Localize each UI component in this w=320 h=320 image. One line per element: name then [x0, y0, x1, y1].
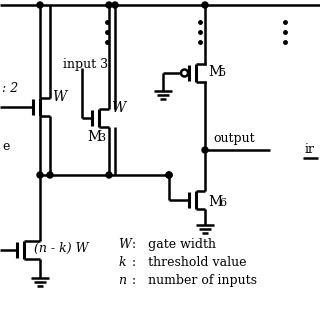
Text: M: M — [208, 65, 222, 79]
Text: output: output — [213, 132, 255, 145]
Text: :   gate width: : gate width — [128, 238, 216, 251]
Text: W: W — [52, 90, 66, 104]
Circle shape — [37, 172, 43, 178]
Text: W: W — [118, 238, 131, 251]
Circle shape — [47, 172, 53, 178]
Circle shape — [202, 2, 208, 8]
Text: e: e — [2, 140, 9, 153]
Text: :   threshold value: : threshold value — [128, 256, 246, 269]
Text: : 2: : 2 — [2, 82, 18, 95]
Text: (n - k) W: (n - k) W — [34, 242, 89, 255]
Text: 6: 6 — [219, 198, 226, 208]
Circle shape — [106, 2, 112, 8]
Text: 5: 5 — [219, 68, 226, 78]
Text: 3: 3 — [98, 133, 105, 143]
Text: M: M — [208, 195, 222, 209]
Circle shape — [112, 2, 118, 8]
Text: ir: ir — [305, 143, 315, 156]
Text: :   number of inputs: : number of inputs — [128, 274, 257, 287]
Text: M: M — [87, 130, 101, 144]
Text: W: W — [111, 101, 125, 115]
Circle shape — [166, 172, 172, 178]
Text: n: n — [118, 274, 126, 287]
Circle shape — [202, 147, 208, 153]
Circle shape — [166, 172, 172, 178]
Text: k: k — [118, 256, 126, 269]
Circle shape — [37, 2, 43, 8]
Circle shape — [106, 172, 112, 178]
Text: input 3: input 3 — [63, 58, 108, 71]
